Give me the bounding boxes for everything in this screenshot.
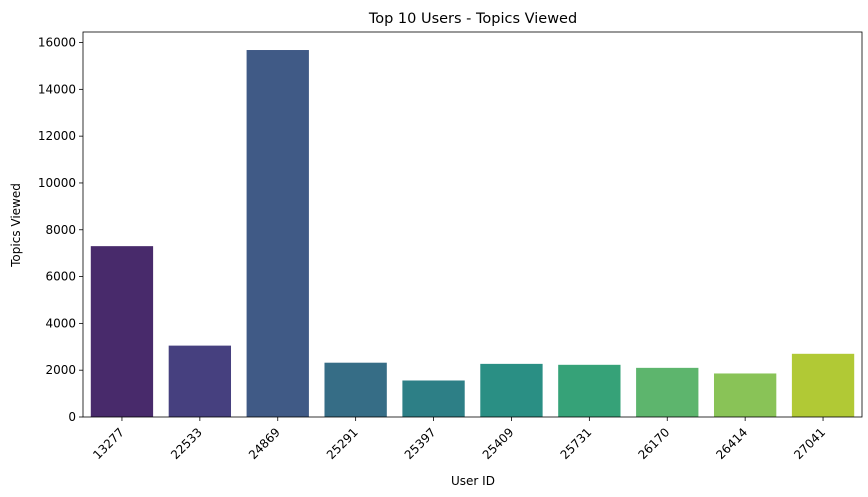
x-tick-label: 22533 bbox=[168, 425, 205, 462]
y-tick-label: 2000 bbox=[45, 363, 76, 377]
plot-area: 0 2000 4000 6000 8000 10000 12000 14000 16000 132… bbox=[38, 31, 863, 462]
x-axis-label: User ID bbox=[451, 474, 495, 488]
x-tick-label: 25409 bbox=[480, 425, 517, 462]
bar-25397 bbox=[402, 380, 465, 417]
y-axis-label: Topics Viewed bbox=[9, 183, 23, 268]
bar-26414 bbox=[713, 373, 777, 417]
y-tick-label: 4000 bbox=[45, 316, 76, 330]
bar-25409 bbox=[480, 363, 543, 417]
bar-25731 bbox=[558, 364, 621, 417]
bar-22533 bbox=[168, 345, 232, 417]
bar-24869 bbox=[246, 50, 309, 418]
x-tick-label: 25397 bbox=[402, 425, 439, 462]
x-tick-label: 25291 bbox=[324, 425, 361, 462]
y-tick-label: 10000 bbox=[38, 176, 76, 190]
x-tick-label: 13277 bbox=[90, 425, 127, 462]
bar-25291 bbox=[324, 362, 387, 417]
y-tick-label: 0 bbox=[68, 410, 76, 424]
axes-frame bbox=[82, 31, 863, 418]
y-tick-label: 16000 bbox=[38, 36, 76, 50]
x-tick-label: 26170 bbox=[635, 425, 672, 462]
bar-27041 bbox=[791, 353, 855, 417]
x-tick-label: 25731 bbox=[558, 425, 595, 462]
bar-26170 bbox=[636, 367, 699, 417]
x-tick-label: 26414 bbox=[713, 425, 750, 462]
y-tick-label: 6000 bbox=[45, 270, 76, 284]
y-tick-label: 14000 bbox=[38, 82, 76, 96]
y-tick-label: 12000 bbox=[38, 129, 76, 143]
y-tick-label: 8000 bbox=[45, 223, 76, 237]
bar-13277 bbox=[90, 246, 154, 417]
chart-title: Top 10 Users - Topics Viewed bbox=[368, 11, 577, 27]
x-tick-label: 24869 bbox=[246, 425, 283, 462]
x-tick-label: 27041 bbox=[791, 425, 828, 462]
